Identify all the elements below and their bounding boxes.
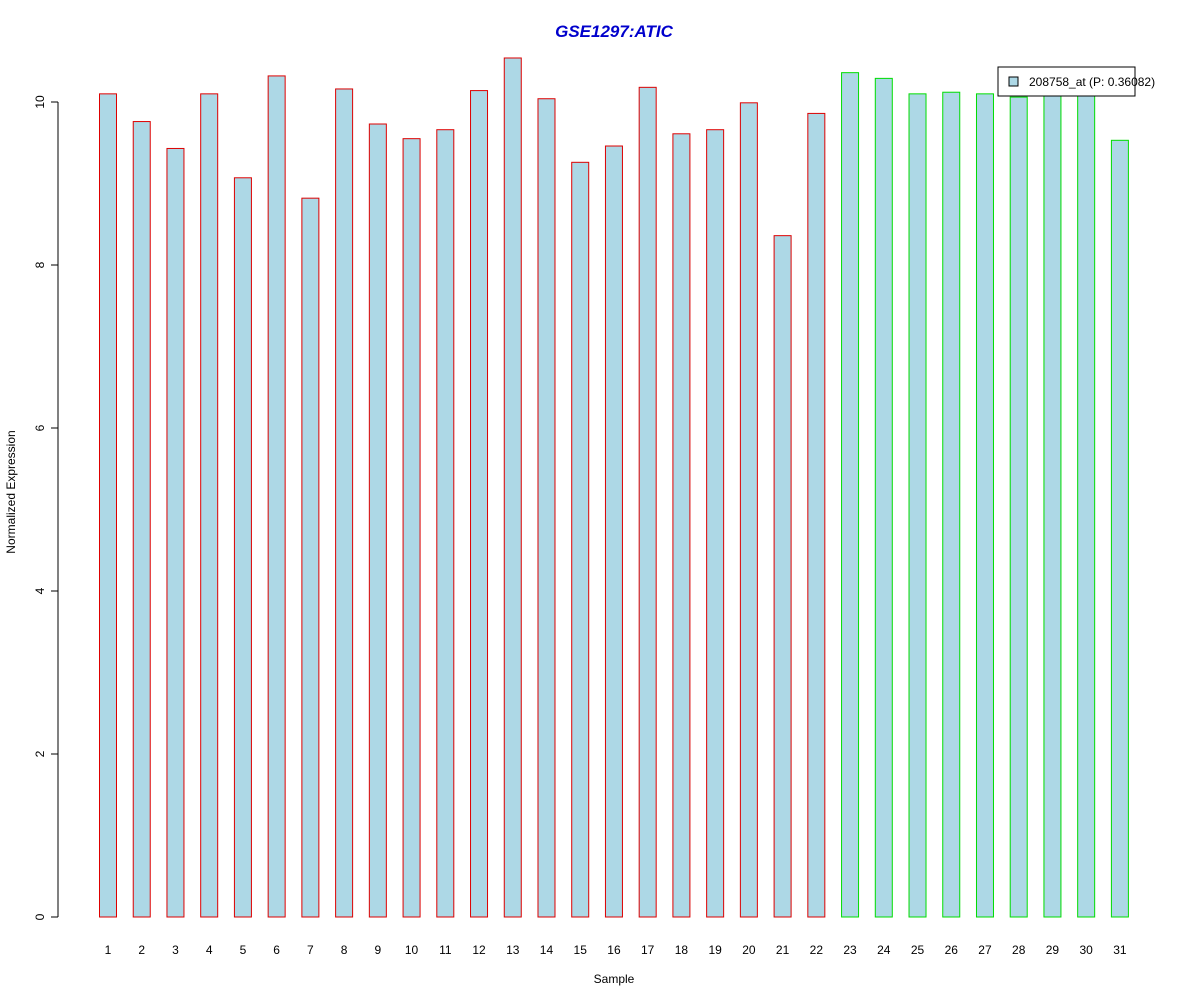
x-tick-label-29: 29 <box>1046 943 1060 957</box>
x-axis-label: Sample <box>594 972 635 986</box>
x-tick-label-9: 9 <box>374 943 381 957</box>
bar-11 <box>436 129 455 918</box>
bar-28 <box>1009 96 1028 918</box>
x-tick-label-24: 24 <box>877 943 891 957</box>
bar-26 <box>942 91 961 918</box>
bar-17 <box>638 86 657 918</box>
y-axis: 0 2 4 6 8 10 <box>33 95 59 920</box>
bar-21 <box>773 235 792 918</box>
bar-4 <box>200 93 219 918</box>
x-tick-label-21: 21 <box>776 943 790 957</box>
x-tick-label-31: 31 <box>1113 943 1127 957</box>
x-tick-label-20: 20 <box>742 943 756 957</box>
x-tick-label-10: 10 <box>405 943 419 957</box>
y-tick-label-2: 2 <box>33 750 47 757</box>
bar-29 <box>1043 93 1062 918</box>
x-tick-label-27: 27 <box>978 943 992 957</box>
x-tick-label-7: 7 <box>307 943 314 957</box>
x-tick-label-11: 11 <box>439 943 452 957</box>
bar-31 <box>1110 139 1129 918</box>
x-tick-label-16: 16 <box>607 943 621 957</box>
x-tick-label-18: 18 <box>675 943 689 957</box>
x-tick-label-25: 25 <box>911 943 925 957</box>
x-axis: 1 2 3 4 5 6 7 8 9 10 11 12 13 14 15 16 17 18 19 20 21 22 23 24 2… <box>105 943 1127 957</box>
bar-6 <box>267 75 286 918</box>
bar-3 <box>166 147 185 918</box>
x-tick-label-3: 3 <box>172 943 179 957</box>
x-tick-label-12: 12 <box>472 943 486 957</box>
bar-16 <box>604 145 623 918</box>
bar-15 <box>571 161 590 918</box>
bar-13 <box>503 57 522 918</box>
bar-24 <box>874 77 893 918</box>
bar-1 <box>99 93 117 918</box>
x-tick-label-26: 26 <box>945 943 959 957</box>
bar-2 <box>132 121 151 918</box>
bar-10 <box>402 138 421 918</box>
bar-25 <box>908 93 927 918</box>
chart-title: GSE1297:ATIC <box>555 22 674 41</box>
legend: 208758_at (P: 0.36082) <box>997 66 1155 97</box>
x-tick-label-23: 23 <box>843 943 857 957</box>
x-tick-label-14: 14 <box>540 943 554 957</box>
x-tick-label-1: 1 <box>105 943 112 957</box>
x-tick-label-28: 28 <box>1012 943 1026 957</box>
x-tick-label-6: 6 <box>273 943 280 957</box>
bar-30 <box>1077 93 1096 918</box>
y-tick-label-8: 8 <box>33 261 47 268</box>
x-tick-label-2: 2 <box>138 943 145 957</box>
bar-19 <box>706 129 725 918</box>
bars-group <box>99 57 1129 918</box>
bar-12 <box>470 90 489 918</box>
y-tick-label-0: 0 <box>33 913 47 920</box>
x-tick-label-8: 8 <box>341 943 348 957</box>
x-tick-label-17: 17 <box>641 943 655 957</box>
bar-14 <box>537 98 556 918</box>
y-tick-label-6: 6 <box>33 424 47 431</box>
x-tick-label-4: 4 <box>206 943 213 957</box>
bar-7 <box>301 197 320 918</box>
legend-box <box>997 66 1136 97</box>
legend-swatch <box>1008 76 1019 87</box>
x-tick-label-30: 30 <box>1079 943 1093 957</box>
bar-22 <box>807 112 826 918</box>
bar-5 <box>233 177 252 918</box>
bar-27 <box>975 93 994 918</box>
x-tick-label-5: 5 <box>240 943 247 957</box>
x-tick-label-22: 22 <box>810 943 824 957</box>
bar-23 <box>841 72 860 918</box>
bar-18 <box>672 133 691 918</box>
y-axis-label: Normalized Expression <box>4 430 18 553</box>
y-tick-label-4: 4 <box>33 587 47 594</box>
y-tick-label-10: 10 <box>33 95 47 109</box>
bar-9 <box>368 123 387 918</box>
legend-label: 208758_at (P: 0.36082) <box>1029 75 1155 89</box>
x-tick-label-19: 19 <box>708 943 722 957</box>
bar-20 <box>739 102 758 918</box>
bar-8 <box>335 88 354 918</box>
x-tick-label-15: 15 <box>574 943 588 957</box>
x-tick-label-13: 13 <box>506 943 520 957</box>
